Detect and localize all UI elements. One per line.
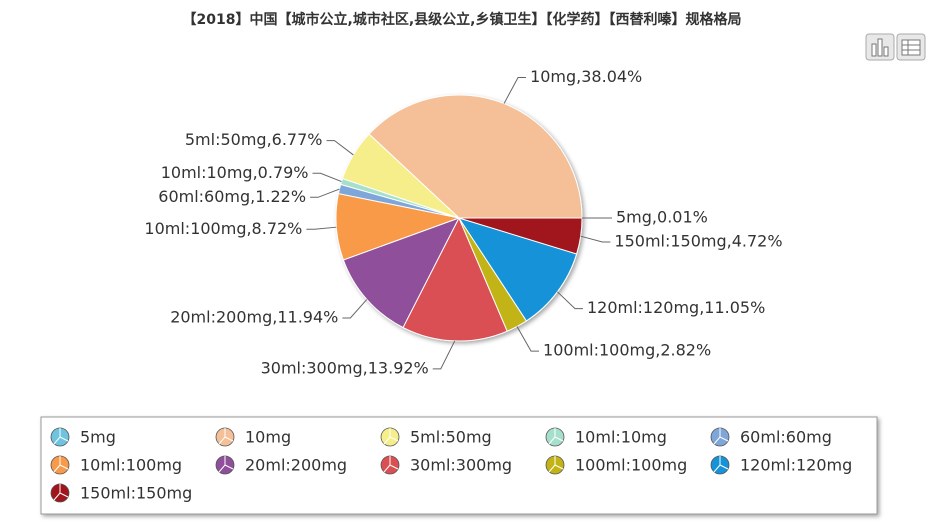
legend-swatch-lines xyxy=(53,428,69,445)
data-label: 10ml:10mg,0.79% xyxy=(161,163,309,182)
toolbar[interactable] xyxy=(865,33,926,61)
leader-line xyxy=(580,235,611,243)
legend-box xyxy=(40,416,878,515)
leader-line xyxy=(432,340,456,370)
legend-label: 5ml:50mg xyxy=(410,428,492,447)
data-label: 5mg,0.01% xyxy=(616,207,708,226)
data-label: 100ml:100mg,2.82% xyxy=(543,341,711,360)
leader-line xyxy=(326,140,354,156)
legend-label: 10ml:100mg xyxy=(80,456,182,475)
chart-title: 【2018】中国【城市公立,城市社区,县级公立,乡镇卫生】【化学药】【西替利嗪】… xyxy=(183,11,742,28)
legend-label: 10ml:10mg xyxy=(575,428,667,447)
legend-swatch-lines xyxy=(713,428,729,445)
legend-swatch-lines xyxy=(53,456,69,473)
legend-item[interactable]: 5ml:50mg xyxy=(380,428,492,447)
legend-item[interactable]: 60ml:60mg xyxy=(710,428,832,447)
legend-item[interactable]: 30ml:300mg xyxy=(380,456,512,475)
data-label: 30ml:300mg,13.92% xyxy=(261,358,429,377)
legend-item[interactable]: 100ml:100mg xyxy=(545,456,687,475)
leader-line xyxy=(310,188,340,198)
leader-line xyxy=(306,226,337,230)
legend-label: 30ml:300mg xyxy=(410,456,512,475)
legend-label: 60ml:60mg xyxy=(740,428,832,447)
data-label: 5ml:50mg,6.77% xyxy=(185,130,323,149)
data-label: 20ml:200mg,11.94% xyxy=(170,308,338,327)
legend-swatch-lines xyxy=(383,456,399,473)
legend-swatch-lines xyxy=(548,428,564,445)
legend-label: 10mg xyxy=(245,428,291,447)
data-label: 120ml:120mg,11.05% xyxy=(587,298,765,317)
pie xyxy=(335,94,583,342)
pie-slice xyxy=(457,217,578,322)
leader-line xyxy=(503,76,527,104)
leader-line xyxy=(557,291,583,310)
data-label: 60ml:60mg,1.22% xyxy=(158,187,306,206)
legend-item[interactable]: 120ml:120mg xyxy=(710,456,852,475)
pie-slice xyxy=(368,94,583,219)
legend-item[interactable]: 10ml:10mg xyxy=(545,428,667,447)
legend-swatch-lines xyxy=(53,484,69,501)
legend-swatch-lines xyxy=(383,428,399,445)
legend-label: 20ml:200mg xyxy=(245,456,347,475)
legend-swatch-lines xyxy=(548,456,564,473)
legend-swatch-lines xyxy=(713,456,729,473)
legend-item[interactable]: 10mg xyxy=(215,428,291,447)
legend-label: 120ml:120mg xyxy=(740,456,852,475)
legend-swatch-lines xyxy=(218,456,234,473)
legend-swatch-lines xyxy=(218,428,234,445)
legend-item[interactable]: 20ml:200mg xyxy=(215,456,347,475)
legend-item[interactable]: 10ml:100mg xyxy=(50,456,182,475)
legend-item[interactable]: 5mg xyxy=(50,428,116,447)
leader-line xyxy=(312,172,342,183)
pie-slice xyxy=(458,217,583,255)
data-label: 150ml:150mg,4.72% xyxy=(614,231,782,250)
data-label: 10ml:100mg,8.72% xyxy=(144,219,302,238)
legend-label: 150ml:150mg xyxy=(80,484,192,503)
legend-label: 5mg xyxy=(80,428,116,447)
data-label: 10mg,38.04% xyxy=(530,67,642,86)
legend-label: 100ml:100mg xyxy=(575,456,687,475)
leader-line xyxy=(516,326,540,352)
legend-item[interactable]: 150ml:150mg xyxy=(50,484,192,503)
leader-line xyxy=(342,299,368,319)
